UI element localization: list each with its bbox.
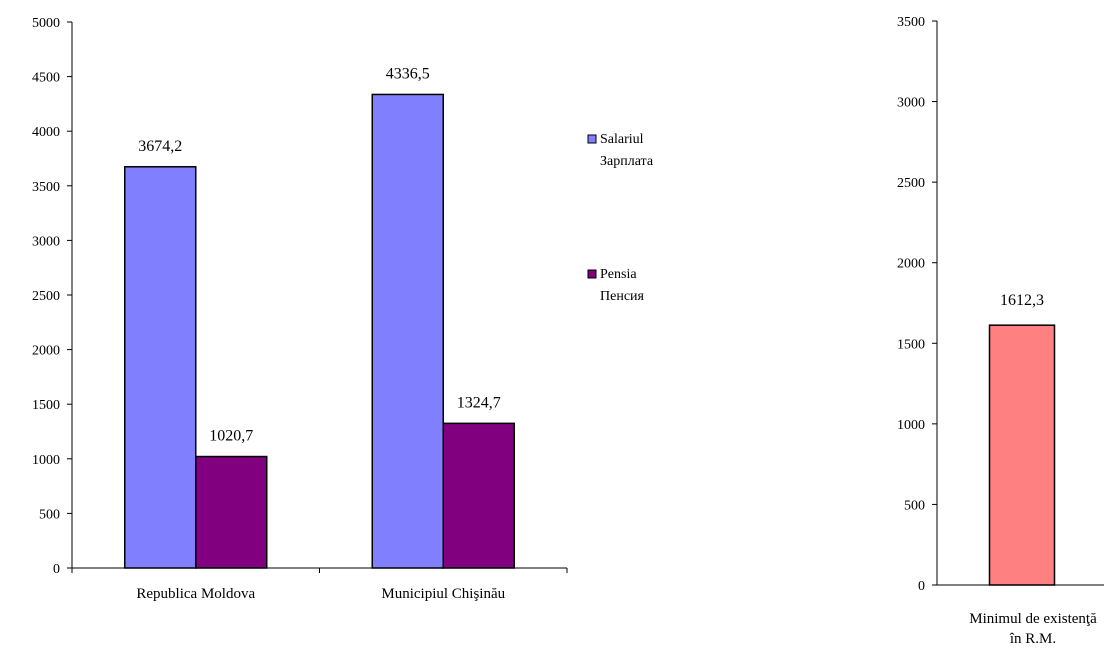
y-tick-label: 3500 <box>897 15 925 30</box>
data-label: 1020,7 <box>209 428 253 445</box>
legend-swatch <box>587 269 597 279</box>
y-tick-label: 5000 <box>32 16 60 31</box>
y-tick-label: 1500 <box>32 398 60 413</box>
bar <box>371 93 444 569</box>
y-tick-label: 1500 <box>897 337 925 352</box>
y-tick-label: 2000 <box>32 344 60 359</box>
bar <box>988 324 1056 586</box>
chart-left: 0 500 1000 1500 2000 2500 3000 3500 4000 4500 5000… <box>32 16 568 602</box>
legend-label: Salariul <box>600 132 644 147</box>
y-tick-label: 500 <box>904 498 925 513</box>
y-tick-label: 4500 <box>32 71 60 86</box>
y-tick-label: 1000 <box>897 418 925 433</box>
category-label: Minimul de existenţă <box>969 611 1097 627</box>
legend-label: Pensia <box>600 267 637 282</box>
y-tick-label: 2500 <box>32 289 60 304</box>
y-tick-label: 2000 <box>897 257 925 272</box>
category-label: Municipiul Chişinău <box>381 586 505 602</box>
y-tick-label: 2500 <box>897 176 925 191</box>
y-tick-label: 1000 <box>32 453 60 468</box>
legend-swatch <box>587 134 597 144</box>
legend: Salariul Зарплата Pensia Пенсия <box>587 132 654 304</box>
data-label: 4336,5 <box>386 65 430 82</box>
y-tick-label: 3500 <box>32 180 60 195</box>
chart-right: 0 500 1000 1500 2000 2500 3000 3500 1612,3 Minimu… <box>897 15 1104 647</box>
category-label: în R.M. <box>1009 631 1056 647</box>
y-tick-label: 0 <box>53 562 60 577</box>
y-tick-label: 0 <box>918 579 925 594</box>
data-label: 1612,3 <box>1000 292 1044 309</box>
data-label: 1324,7 <box>457 394 501 411</box>
y-tick-label: 4000 <box>32 125 60 140</box>
category-label: Republica Moldova <box>136 586 255 602</box>
y-tick-label: 3000 <box>897 96 925 111</box>
data-label: 3674,2 <box>138 138 182 155</box>
bar <box>195 455 268 569</box>
y-tick-label: 3000 <box>32 234 60 249</box>
legend-label: Зарплата <box>600 154 654 169</box>
bar <box>442 422 515 569</box>
bar <box>124 166 197 569</box>
legend-label: Пенсия <box>600 289 645 304</box>
y-tick-label: 500 <box>39 507 60 522</box>
